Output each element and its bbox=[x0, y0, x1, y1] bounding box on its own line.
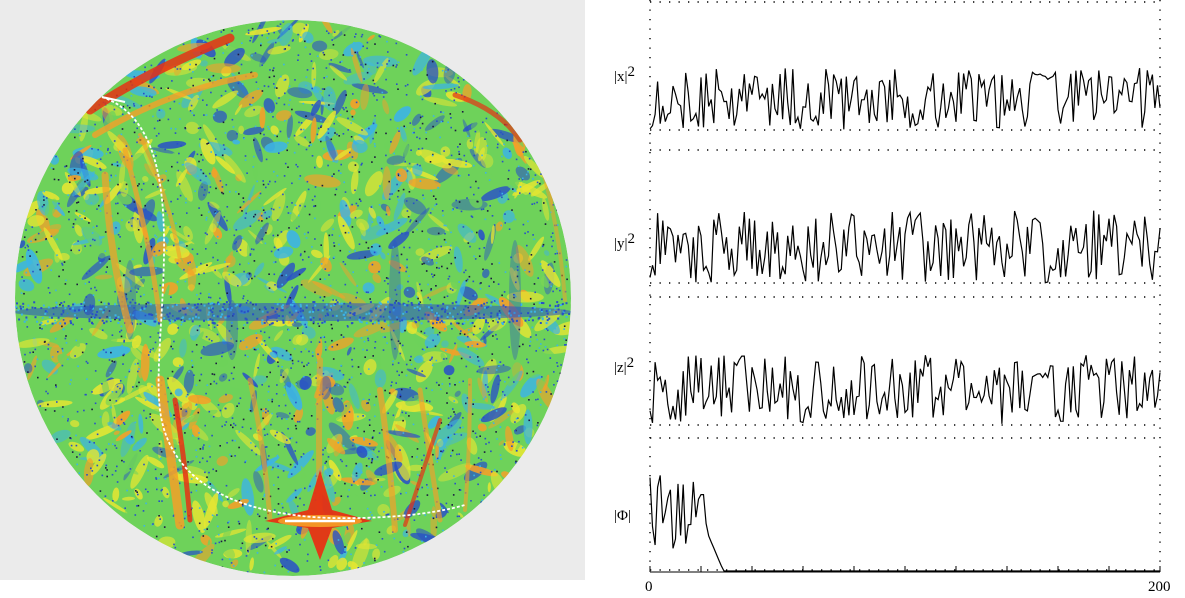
panel-label-x: |x|2 bbox=[614, 64, 636, 85]
x-tick-label-200: 200 bbox=[1148, 579, 1171, 595]
series-x bbox=[649, 67, 1161, 130]
panel-label-z: |z|2 bbox=[614, 355, 635, 376]
series-phi bbox=[649, 475, 1160, 572]
panel-label-phi: |Φ| bbox=[614, 508, 631, 524]
series-y bbox=[649, 210, 1161, 284]
time-series-svg bbox=[649, 0, 1161, 573]
time-series-panels: |x|2 |y|2 |z|2 |Φ| 0 200 bbox=[600, 0, 1185, 598]
sphere-color-map bbox=[0, 0, 585, 580]
series-z bbox=[649, 355, 1161, 424]
x-tick-label-0: 0 bbox=[645, 579, 653, 595]
panel-label-y: |y|2 bbox=[614, 231, 636, 252]
sphere-image bbox=[0, 0, 585, 580]
